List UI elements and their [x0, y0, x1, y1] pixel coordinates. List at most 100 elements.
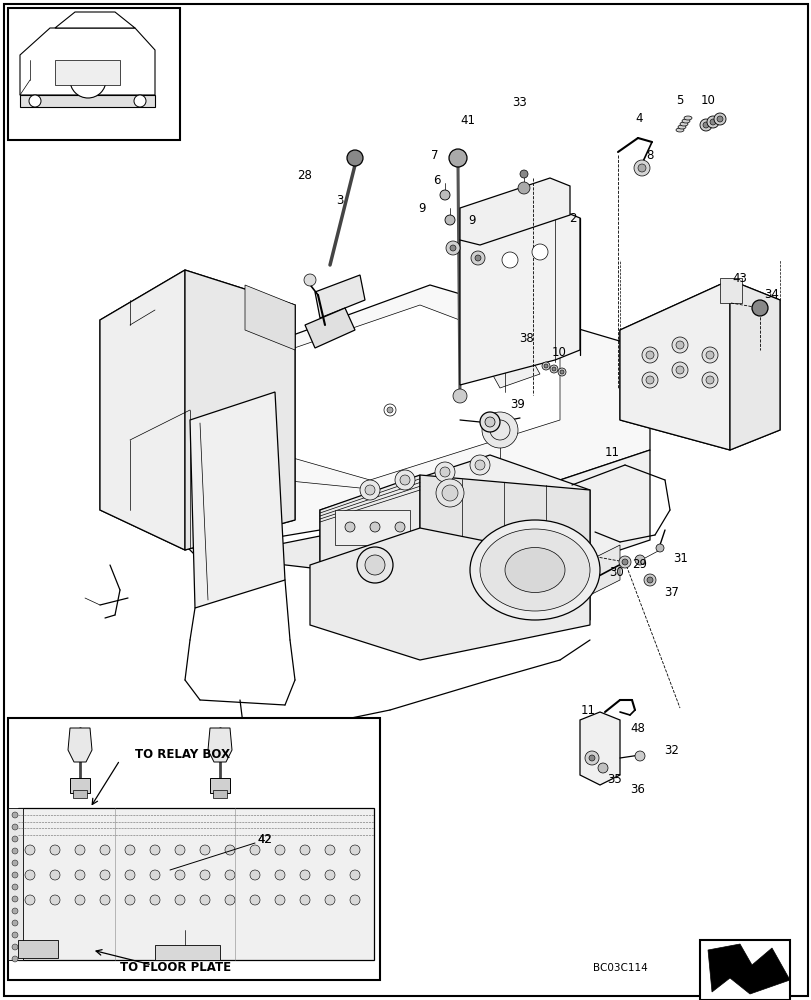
Circle shape: [175, 895, 185, 905]
Circle shape: [560, 370, 564, 374]
Polygon shape: [707, 944, 789, 994]
Circle shape: [299, 870, 310, 880]
Text: 4: 4: [634, 112, 642, 125]
Text: 35: 35: [607, 773, 621, 786]
Circle shape: [449, 245, 456, 251]
Circle shape: [643, 574, 655, 586]
Circle shape: [125, 870, 135, 880]
Text: 48: 48: [630, 722, 645, 734]
Circle shape: [12, 932, 18, 938]
Text: BC03C114: BC03C114: [592, 963, 646, 973]
Circle shape: [12, 956, 18, 962]
Circle shape: [633, 160, 649, 176]
Polygon shape: [68, 728, 92, 762]
Circle shape: [357, 547, 393, 583]
Circle shape: [441, 485, 457, 501]
Circle shape: [365, 555, 384, 575]
Circle shape: [150, 845, 160, 855]
Circle shape: [501, 252, 517, 268]
Circle shape: [702, 372, 717, 388]
Bar: [699, 940, 789, 1000]
Circle shape: [387, 407, 393, 413]
Polygon shape: [579, 545, 620, 600]
Circle shape: [470, 455, 489, 475]
Circle shape: [25, 870, 35, 880]
Circle shape: [705, 351, 713, 359]
Circle shape: [517, 182, 530, 194]
Circle shape: [541, 362, 549, 370]
Circle shape: [12, 872, 18, 878]
Text: TO FLOOR PLATE: TO FLOOR PLATE: [120, 961, 231, 974]
Circle shape: [324, 845, 335, 855]
Text: 6: 6: [433, 174, 440, 187]
Circle shape: [12, 860, 18, 866]
Circle shape: [12, 812, 18, 818]
Circle shape: [299, 895, 310, 905]
Circle shape: [346, 150, 363, 166]
Circle shape: [125, 845, 135, 855]
Text: TO RELAY BOX: TO RELAY BOX: [135, 748, 230, 762]
Circle shape: [275, 870, 285, 880]
Polygon shape: [18, 808, 374, 960]
Polygon shape: [320, 455, 590, 610]
Circle shape: [150, 895, 160, 905]
Circle shape: [588, 755, 594, 761]
Circle shape: [370, 522, 380, 532]
Circle shape: [50, 870, 60, 880]
Polygon shape: [20, 28, 155, 95]
Ellipse shape: [679, 122, 687, 126]
Circle shape: [70, 62, 106, 98]
Polygon shape: [55, 12, 135, 28]
Text: 34: 34: [764, 288, 779, 302]
Bar: [73, 790, 87, 798]
Text: 11: 11: [603, 446, 619, 458]
Circle shape: [618, 556, 630, 568]
Circle shape: [479, 412, 500, 432]
Polygon shape: [305, 308, 354, 348]
Text: 36: 36: [630, 783, 645, 796]
Circle shape: [50, 895, 60, 905]
Polygon shape: [620, 280, 779, 450]
Polygon shape: [315, 275, 365, 318]
Circle shape: [200, 870, 210, 880]
Circle shape: [12, 848, 18, 854]
Circle shape: [549, 365, 557, 373]
Circle shape: [444, 215, 454, 225]
Circle shape: [12, 884, 18, 890]
Circle shape: [709, 119, 715, 125]
Circle shape: [706, 116, 718, 128]
Circle shape: [100, 845, 109, 855]
Polygon shape: [489, 356, 539, 388]
Circle shape: [440, 190, 449, 200]
Circle shape: [324, 870, 335, 880]
Text: 28: 28: [297, 169, 312, 182]
Circle shape: [359, 480, 380, 500]
Text: 29: 29: [632, 558, 646, 570]
Bar: [8, 718, 380, 980]
Circle shape: [646, 577, 652, 583]
Polygon shape: [460, 178, 569, 245]
Circle shape: [134, 95, 146, 107]
Text: 9: 9: [468, 214, 475, 227]
Circle shape: [200, 895, 210, 905]
Circle shape: [100, 870, 109, 880]
Circle shape: [200, 845, 210, 855]
Circle shape: [705, 376, 713, 384]
Circle shape: [597, 763, 607, 773]
Circle shape: [75, 870, 85, 880]
Circle shape: [440, 467, 449, 477]
Text: 33: 33: [512, 96, 526, 109]
Circle shape: [672, 362, 687, 378]
Circle shape: [584, 751, 599, 765]
Ellipse shape: [681, 119, 689, 123]
Polygon shape: [310, 528, 590, 660]
Bar: [55, 60, 120, 85]
Text: 10: 10: [551, 346, 566, 359]
Text: 10: 10: [700, 94, 714, 107]
Circle shape: [365, 485, 375, 495]
Circle shape: [12, 908, 18, 914]
Bar: [20, 95, 155, 107]
Circle shape: [448, 149, 466, 167]
Bar: [8, 8, 180, 140]
Text: 39: 39: [510, 397, 525, 410]
